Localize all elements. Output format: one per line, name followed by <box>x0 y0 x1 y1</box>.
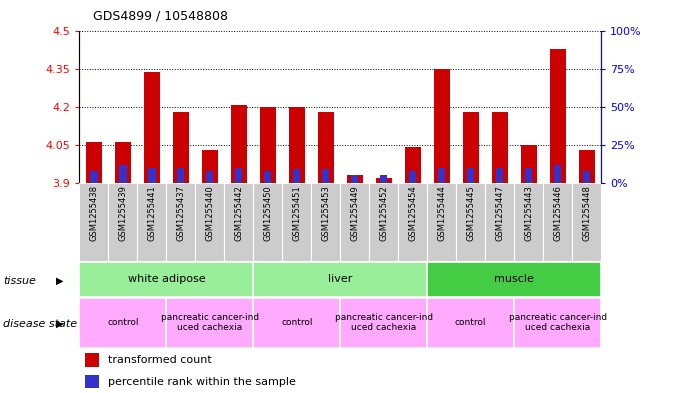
Text: white adipose: white adipose <box>128 274 205 285</box>
Bar <box>572 183 601 261</box>
Bar <box>485 183 514 261</box>
Text: pancreatic cancer-ind
uced cachexia: pancreatic cancer-ind uced cachexia <box>334 313 433 332</box>
Bar <box>318 112 334 183</box>
Bar <box>283 183 312 261</box>
Bar <box>91 171 97 183</box>
Bar <box>438 167 445 183</box>
Bar <box>456 183 485 261</box>
Bar <box>254 298 340 348</box>
Bar <box>254 262 427 297</box>
Bar <box>173 112 189 183</box>
Bar <box>463 112 479 183</box>
Text: GSM1255450: GSM1255450 <box>263 185 272 241</box>
Text: control: control <box>107 318 139 327</box>
Bar <box>554 165 561 183</box>
Bar <box>369 183 398 261</box>
Bar <box>264 171 272 183</box>
Text: muscle: muscle <box>494 274 534 285</box>
Text: liver: liver <box>328 274 352 285</box>
Bar <box>347 175 363 183</box>
Bar <box>202 150 218 183</box>
Bar <box>178 167 184 183</box>
Text: GDS4899 / 10548808: GDS4899 / 10548808 <box>93 10 228 23</box>
Bar <box>167 183 196 261</box>
Bar <box>260 107 276 183</box>
Bar <box>85 375 100 388</box>
Bar <box>289 107 305 183</box>
Bar <box>293 169 301 183</box>
Bar <box>207 171 214 183</box>
Bar <box>550 49 566 183</box>
Bar <box>149 167 155 183</box>
Bar <box>427 262 601 297</box>
Text: GSM1255451: GSM1255451 <box>292 185 301 241</box>
Text: GSM1255445: GSM1255445 <box>466 185 475 241</box>
Text: GSM1255440: GSM1255440 <box>205 185 214 241</box>
Text: control: control <box>455 318 486 327</box>
Bar <box>514 183 543 261</box>
Bar <box>578 150 595 183</box>
Text: GSM1255444: GSM1255444 <box>437 185 446 241</box>
Text: GSM1255453: GSM1255453 <box>321 185 330 241</box>
Bar <box>427 298 514 348</box>
Text: GSM1255454: GSM1255454 <box>408 185 417 241</box>
Bar <box>492 112 508 183</box>
Bar <box>514 298 601 348</box>
Bar <box>120 165 126 183</box>
Text: pancreatic cancer-ind
uced cachexia: pancreatic cancer-ind uced cachexia <box>509 313 607 332</box>
Text: GSM1255441: GSM1255441 <box>147 185 156 241</box>
Text: control: control <box>281 318 312 327</box>
Bar <box>380 175 388 183</box>
Text: ▶: ▶ <box>56 276 64 286</box>
Text: percentile rank within the sample: percentile rank within the sample <box>108 377 296 387</box>
Bar <box>340 183 369 261</box>
Text: ▶: ▶ <box>56 319 64 329</box>
Text: GSM1255438: GSM1255438 <box>89 185 98 241</box>
Bar <box>79 183 108 261</box>
Text: GSM1255442: GSM1255442 <box>234 185 243 241</box>
Bar <box>312 183 340 261</box>
Bar <box>525 167 532 183</box>
Bar <box>167 298 254 348</box>
Bar <box>427 183 456 261</box>
Bar <box>85 353 100 367</box>
Bar <box>521 145 537 183</box>
Text: disease state: disease state <box>3 319 77 329</box>
Bar <box>254 183 283 261</box>
Bar <box>376 178 392 183</box>
Text: pancreatic cancer-ind
uced cachexia: pancreatic cancer-ind uced cachexia <box>161 313 259 332</box>
Bar <box>79 298 167 348</box>
Text: transformed count: transformed count <box>108 355 212 365</box>
Bar <box>108 183 138 261</box>
Bar <box>405 147 421 183</box>
Bar <box>543 183 572 261</box>
Bar <box>351 175 359 183</box>
Bar <box>583 171 590 183</box>
Text: GSM1255437: GSM1255437 <box>176 185 185 241</box>
Bar <box>86 142 102 183</box>
Bar <box>196 183 225 261</box>
Text: GSM1255449: GSM1255449 <box>350 185 359 241</box>
Text: tissue: tissue <box>3 276 37 286</box>
Text: GSM1255447: GSM1255447 <box>495 185 504 241</box>
Bar <box>236 167 243 183</box>
Bar <box>340 298 427 348</box>
Text: GSM1255443: GSM1255443 <box>524 185 533 241</box>
Bar <box>409 171 417 183</box>
Bar <box>231 105 247 183</box>
Text: GSM1255446: GSM1255446 <box>553 185 562 241</box>
Bar <box>144 72 160 183</box>
Text: GSM1255448: GSM1255448 <box>583 185 591 241</box>
Bar <box>434 69 450 183</box>
Bar <box>225 183 254 261</box>
Bar <box>467 167 474 183</box>
Bar <box>79 262 254 297</box>
Bar <box>138 183 167 261</box>
Bar <box>496 167 503 183</box>
Bar <box>398 183 427 261</box>
Text: GSM1255452: GSM1255452 <box>379 185 388 241</box>
Text: GSM1255439: GSM1255439 <box>118 185 127 241</box>
Bar <box>322 169 330 183</box>
Bar <box>115 142 131 183</box>
